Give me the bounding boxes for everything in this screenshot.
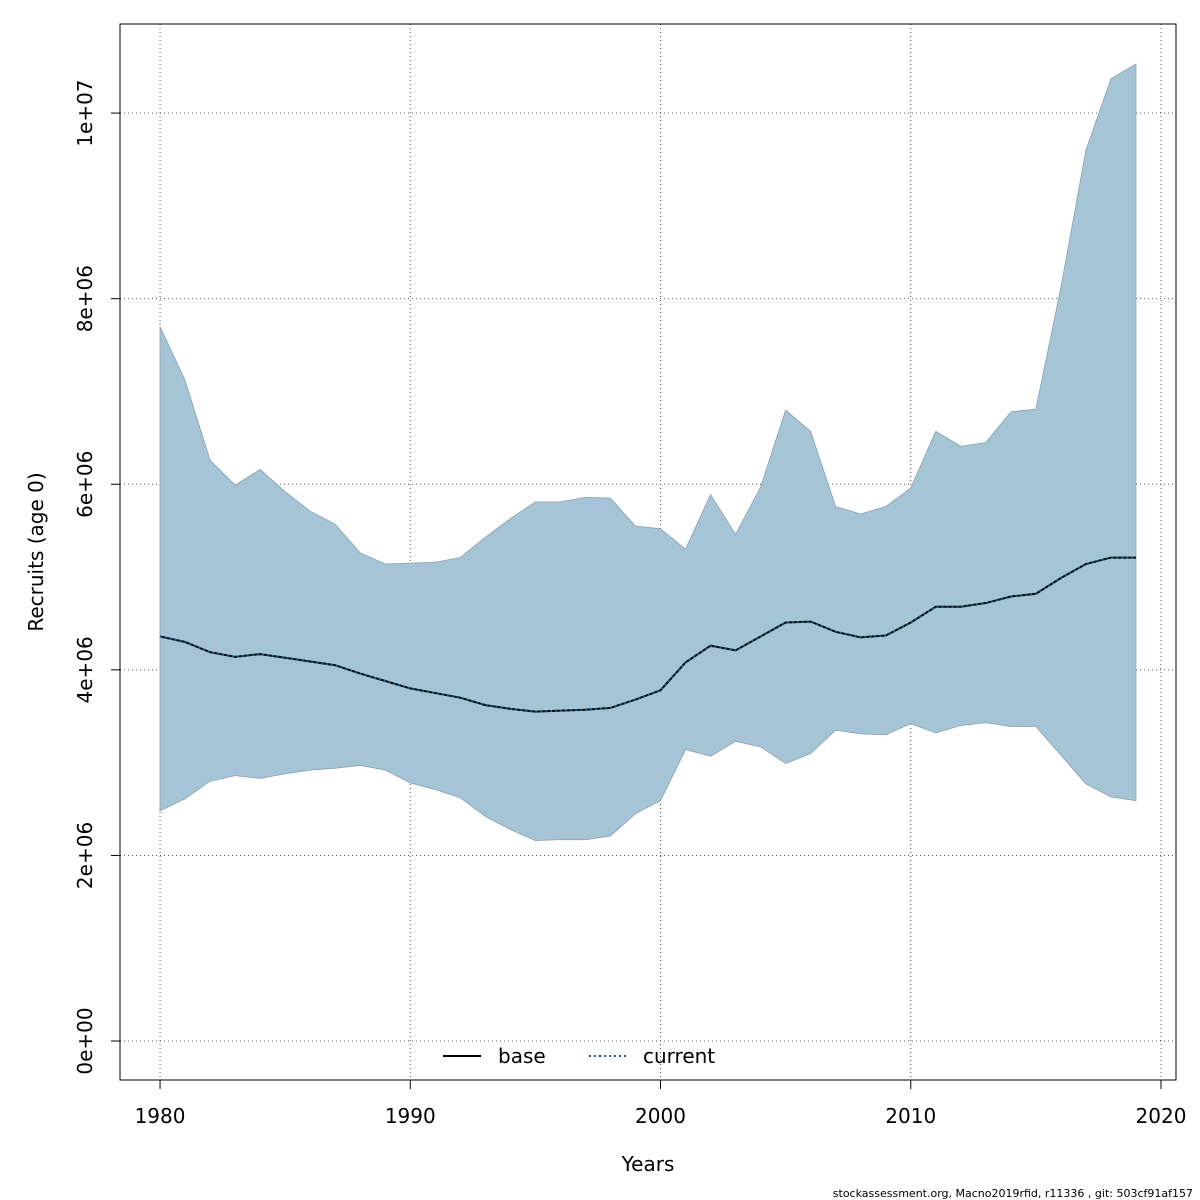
footer-source-note: stockassessment.org, Macno2019rfid, r113… — [833, 1187, 1193, 1200]
confidence-band-layer — [159, 63, 1137, 841]
legend-label-current: current — [643, 1044, 715, 1068]
x-tick-label-4: 2020 — [1136, 1104, 1187, 1128]
x-tick-label-3: 2010 — [885, 1104, 936, 1128]
y-tick-label-0: 0e+00 — [73, 1007, 97, 1074]
x-axis-title: Years — [621, 1152, 675, 1176]
legend: base current — [443, 1044, 715, 1068]
y-tick-label-3: 6e+06 — [73, 451, 97, 518]
series-lines-layer — [159, 556, 1136, 713]
y-tick-label-4: 8e+06 — [73, 265, 97, 332]
x-axis: 1980 1990 2000 2010 2020 — [135, 1079, 1187, 1128]
y-axis: 0e+00 2e+06 4e+06 6e+06 8e+06 1e+07 — [73, 79, 121, 1075]
y-axis-title: Recruits (age 0) — [24, 472, 48, 631]
series-line-current — [159, 556, 1136, 713]
y-tick-label-5: 1e+07 — [73, 79, 97, 146]
y-tick-label-2: 4e+06 — [73, 636, 97, 703]
x-tick-label-1: 1990 — [385, 1104, 436, 1128]
confidence-band — [159, 63, 1137, 841]
x-tick-label-0: 1980 — [135, 1104, 186, 1128]
grid-lines — [120, 24, 1176, 1080]
y-tick-label-1: 2e+06 — [73, 822, 97, 889]
x-tick-label-2: 2000 — [635, 1104, 686, 1128]
legend-label-base: base — [498, 1044, 546, 1068]
